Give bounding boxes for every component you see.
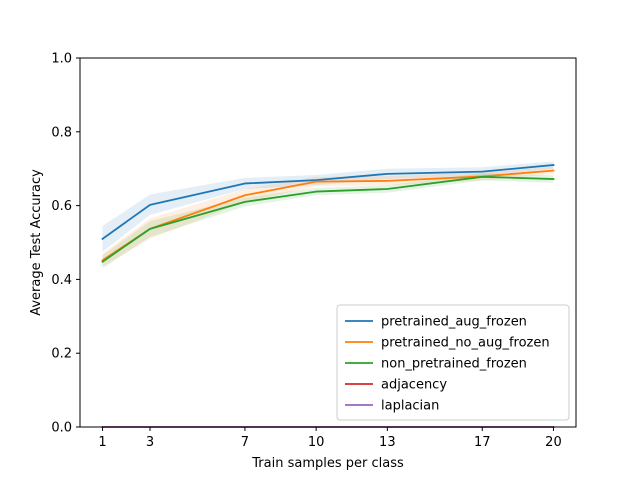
x-axis-ticks: 1 3 7 10 13 17 20 xyxy=(98,427,562,450)
x-tick-label: 10 xyxy=(308,435,325,450)
y-tick-label: 0.6 xyxy=(51,199,72,214)
x-tick-label: 17 xyxy=(474,435,491,450)
y-tick-label: 1.0 xyxy=(51,52,72,67)
y-tick-label: 0.2 xyxy=(51,347,72,362)
y-tick-label: 0.8 xyxy=(51,125,72,140)
legend-label-pretrained-aug-frozen: pretrained_aug_frozen xyxy=(381,315,527,330)
legend-label-non-pretrained-frozen: non_pretrained_frozen xyxy=(381,357,527,372)
legend-label-adjacency: adjacency xyxy=(381,378,447,393)
plot-area-frame xyxy=(79,57,577,428)
band-pretrained-aug-frozen xyxy=(102,161,554,252)
x-tick-label: 20 xyxy=(545,435,562,450)
legend-label-pretrained-no-aug-frozen: pretrained_no_aug_frozen xyxy=(381,336,550,351)
series-line-non-pretrained-frozen xyxy=(101,175,555,263)
legend: pretrained_aug_frozen pretrained_no_aug_f… xyxy=(336,304,570,421)
y-tick-label: 0.0 xyxy=(51,421,72,436)
band-non-pretrained-frozen xyxy=(102,173,554,269)
legend-label-laplacian: laplacian xyxy=(381,399,439,414)
series-line-pretrained-aug-frozen xyxy=(101,164,555,241)
x-tick-label: 7 xyxy=(241,435,249,450)
x-axis-label: Train samples per class xyxy=(251,456,404,471)
y-axis-ticks: 0.0 0.2 0.4 0.6 0.8 1.0 xyxy=(51,52,80,436)
x-tick-label: 1 xyxy=(98,435,106,450)
y-axis-label: Average Test Accuracy xyxy=(29,169,44,316)
y-tick-label: 0.4 xyxy=(51,273,72,288)
legend-box xyxy=(336,304,570,421)
x-tick-label: 13 xyxy=(379,435,396,450)
x-tick-label: 3 xyxy=(146,435,154,450)
